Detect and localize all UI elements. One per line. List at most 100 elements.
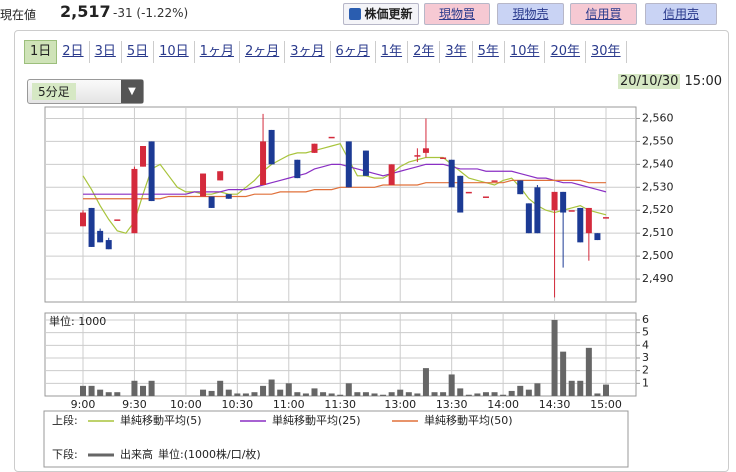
period-tab[interactable]: 20年 [545, 41, 587, 63]
candle-body [568, 210, 575, 212]
price-label: 現在値 [0, 8, 37, 22]
period-tab[interactable]: 2日 [57, 41, 90, 63]
volume-bar [345, 383, 352, 396]
volume-bar [148, 380, 155, 396]
volume-bar [362, 392, 369, 396]
period-tab[interactable]: 3日 [90, 41, 122, 63]
moving-average-line [83, 163, 607, 195]
period-tab[interactable]: 10日 [154, 41, 195, 63]
y-tick-label: 3 [642, 351, 649, 364]
candle-body [131, 168, 138, 234]
volume-bar [422, 368, 429, 396]
period-tab[interactable]: 5年 [473, 41, 505, 63]
volume-bar [380, 394, 387, 396]
price-change: -31 (-1.22%) [113, 6, 189, 20]
candle-body [482, 196, 489, 198]
candle-body [88, 207, 95, 247]
period-tab[interactable]: 3ヶ月 [285, 41, 331, 63]
volume-bar [405, 392, 412, 396]
candle-body [328, 136, 335, 139]
y-tick-label: 2,560 [642, 111, 674, 124]
volume-bar [251, 392, 258, 396]
interval-select[interactable]: 5分足 ▼ [27, 79, 144, 104]
candle-body [414, 155, 421, 157]
spot-buy-button[interactable]: 現物買 [424, 3, 490, 25]
x-tick-label: 10:00 [170, 398, 202, 411]
x-tick-label: 13:00 [384, 398, 416, 411]
y-tick-label: 6 [642, 313, 649, 326]
y-tick-label: 5 [642, 326, 649, 339]
period-tab[interactable]: 1日 [24, 40, 58, 64]
volume-bar [431, 392, 438, 396]
period-tab[interactable]: 5日 [122, 41, 155, 63]
legend-label: 単純移動平均(25) [272, 413, 361, 427]
volume-bar [328, 393, 335, 396]
period-tab[interactable]: 3年 [440, 41, 473, 63]
volume-bar [354, 392, 361, 396]
volume-bar [200, 389, 207, 396]
volume-bar [491, 392, 498, 396]
candle-body [388, 164, 395, 185]
period-tab[interactable]: 1年 [376, 41, 409, 63]
candle-body [517, 180, 524, 195]
volume-bar [260, 385, 267, 396]
refresh-icon [349, 8, 362, 20]
x-tick-label: 13:30 [436, 398, 468, 411]
volume-bar [448, 374, 455, 396]
candle-body [585, 207, 592, 234]
volume-bar [525, 389, 532, 396]
dropdown-arrow: ▼ [121, 80, 143, 103]
candle-body [602, 217, 610, 219]
candle-body [440, 157, 447, 159]
legend-box [43, 410, 629, 468]
volume-bar [242, 393, 249, 396]
volume-bar [311, 388, 318, 396]
y-tick-label: 2,500 [642, 249, 674, 262]
volume-bar [225, 389, 232, 396]
volume-bar [594, 393, 601, 396]
period-tab[interactable]: 1ヶ月 [195, 41, 240, 63]
legend-label: 出来高 [120, 447, 153, 461]
candle-body [114, 219, 121, 221]
volume-bar [285, 383, 292, 396]
volume-bar [457, 388, 464, 396]
legend-unit: 単位:(1000株/口/枚) [158, 447, 261, 461]
candle-body [294, 159, 301, 179]
volume-bar [577, 380, 584, 396]
candle-body [594, 233, 601, 241]
candle-body [362, 150, 369, 176]
candle-body [465, 191, 472, 194]
volume-bar [534, 383, 541, 396]
period-tab[interactable]: 6ヶ月 [331, 41, 376, 63]
volume-bar [440, 392, 447, 396]
volume-bar [217, 380, 224, 396]
candle-body [345, 141, 352, 188]
volume-bar [602, 384, 610, 396]
timestamp-date: 20/10/30 [618, 74, 681, 89]
volume-bar [500, 394, 507, 396]
volume-bar [105, 392, 112, 396]
candle-body [422, 148, 429, 153]
volume-bar [517, 385, 524, 396]
volume-bar [474, 393, 481, 396]
legend-label: 単純移動平均(50) [424, 413, 513, 427]
candle-body [79, 212, 87, 227]
y-tick-label: 2,550 [642, 134, 674, 147]
volume-bar [585, 347, 592, 396]
volume-bar [320, 392, 327, 396]
period-tab[interactable]: 10年 [505, 41, 546, 63]
period-tab[interactable]: 30年 [586, 41, 627, 63]
margin-buy-button[interactable]: 信用買 [570, 3, 637, 25]
period-tab[interactable]: 2ヶ月 [240, 41, 286, 63]
y-tick-label: 2 [642, 364, 649, 377]
period-tab[interactable]: 2年 [408, 41, 441, 63]
timestamp: 20/10/30 15:00 [618, 74, 722, 89]
timestamp-time: 15:00 [684, 74, 722, 89]
candle-body [217, 171, 224, 181]
refresh-button[interactable]: 株価更新 [343, 3, 419, 25]
margin-sell-button[interactable]: 信用売 [645, 3, 717, 25]
volume-bar [131, 380, 138, 396]
spot-sell-button[interactable]: 現物売 [497, 3, 564, 25]
